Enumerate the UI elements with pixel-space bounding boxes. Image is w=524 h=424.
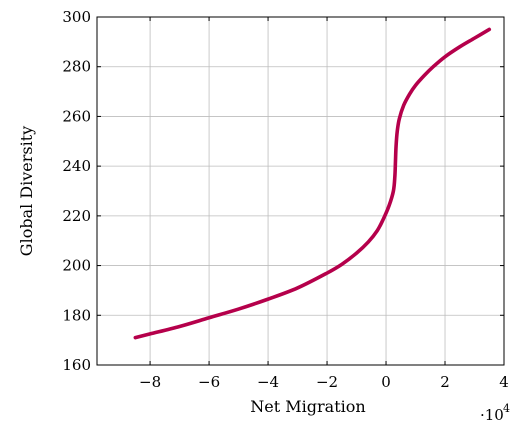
y-tick-label: 280 — [62, 58, 91, 76]
axis-ticks — [97, 16, 505, 366]
grid — [97, 16, 505, 366]
y-axis-label: Global Diversity — [17, 126, 36, 256]
x-tick-label: 2 — [440, 373, 450, 391]
y-tick-label: 160 — [62, 356, 91, 374]
series-line — [133, 27, 492, 340]
y-tick-label: 260 — [62, 107, 91, 125]
y-tick-label: 180 — [62, 306, 91, 324]
x-axis-multiplier-base: ·10 — [480, 406, 504, 424]
x-axis-multiplier-exponent: 4 — [503, 402, 510, 415]
y-tick-label: 200 — [62, 257, 91, 275]
y-tick-label: 220 — [62, 207, 91, 225]
x-tick-label: −6 — [198, 373, 220, 391]
x-axis-multiplier: ·10 4 — [480, 402, 510, 424]
x-tick-label: 0 — [381, 373, 391, 391]
x-tick-label: −4 — [257, 373, 279, 391]
plot-frame — [96, 16, 505, 366]
x-tick-label: −2 — [316, 373, 338, 391]
x-tick-label: −8 — [139, 373, 161, 391]
y-axis-tick-labels: 160 180 200 220 240 260 280 300 — [62, 8, 91, 374]
y-tick-label: 300 — [62, 8, 91, 26]
x-tick-label: 4 — [499, 373, 509, 391]
x-axis-label: Net Migration — [250, 397, 365, 416]
x-axis-tick-labels: −8 −6 −4 −2 0 2 4 — [139, 373, 509, 391]
y-tick-label: 240 — [62, 157, 91, 175]
